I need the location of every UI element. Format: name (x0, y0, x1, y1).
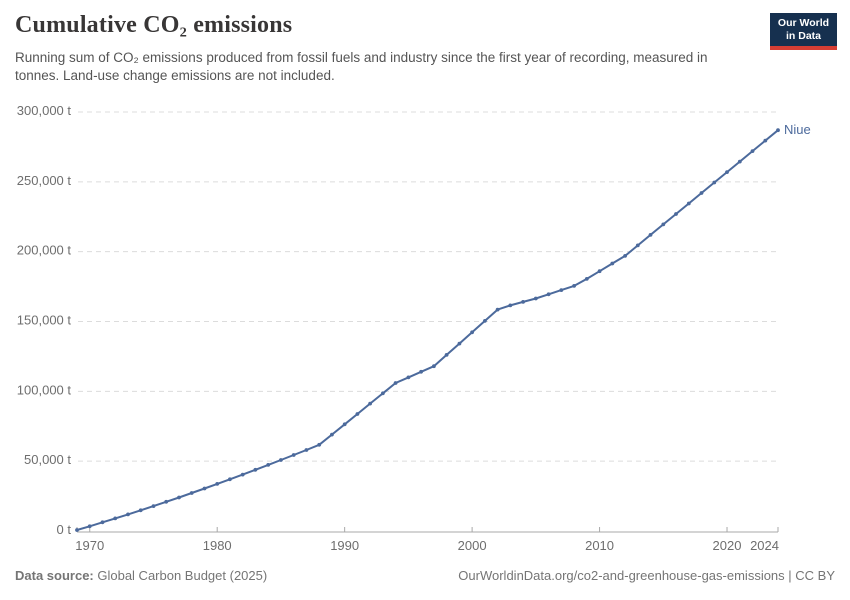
data-point-marker[interactable] (202, 486, 207, 491)
data-point-marker[interactable] (432, 364, 436, 369)
data-point-marker[interactable] (470, 330, 474, 335)
y-axis-tick-label: 100,000 t (17, 382, 72, 397)
data-point-marker[interactable] (215, 482, 220, 486)
data-point-marker[interactable] (495, 307, 500, 312)
data-point-marker[interactable] (164, 499, 169, 504)
data-point-marker[interactable] (240, 472, 245, 477)
data-point-marker[interactable] (763, 138, 768, 143)
data-point-marker[interactable] (686, 201, 691, 206)
data-point-marker[interactable] (368, 401, 372, 406)
data-point-marker[interactable] (444, 353, 449, 357)
x-axis-tick-label: 2010 (585, 538, 614, 553)
data-point-marker[interactable] (138, 508, 143, 513)
x-axis-tick-label: 2020 (713, 538, 742, 553)
data-point-marker[interactable] (113, 516, 118, 521)
data-point-marker[interactable] (126, 512, 130, 517)
data-point-marker[interactable] (725, 170, 729, 175)
data-point-marker[interactable] (635, 243, 640, 248)
x-axis-tick-label: 1980 (203, 538, 232, 553)
y-axis-tick-label: 50,000 t (24, 452, 71, 467)
y-axis-tick-label: 300,000 t (17, 103, 72, 118)
data-point-marker[interactable] (661, 222, 666, 227)
data-point-marker[interactable] (406, 375, 411, 380)
chart-title: Cumulative CO₂ emissions (15, 12, 293, 38)
chart-subtitle: Running sum of CO₂ emissions produced fr… (15, 50, 708, 83)
data-point-marker[interactable] (177, 495, 181, 500)
data-source-label: Data source: (15, 568, 94, 583)
data-point-marker[interactable] (381, 391, 385, 396)
data-point-marker[interactable] (533, 296, 538, 301)
data-point-marker[interactable] (521, 300, 525, 304)
data-point-marker[interactable] (699, 191, 704, 195)
chart-footer: Data source: Global Carbon Budget (2025)… (15, 568, 835, 583)
owid-logo-line2: in Data (785, 30, 821, 43)
data-point-marker[interactable] (737, 159, 742, 164)
y-axis-tick-label: 150,000 t (17, 313, 72, 328)
data-point-marker[interactable] (266, 463, 271, 467)
data-point-marker[interactable] (279, 458, 283, 462)
data-point-marker[interactable] (304, 448, 309, 452)
data-point-marker[interactable] (776, 128, 780, 133)
data-point-marker[interactable] (291, 453, 296, 457)
data-point-marker[interactable] (253, 467, 258, 472)
data-point-marker[interactable] (508, 303, 513, 308)
data-point-marker[interactable] (342, 422, 347, 427)
data-source-value: Global Carbon Budget (2025) (93, 568, 268, 583)
y-axis-tick-label: 200,000 t (17, 243, 72, 258)
data-point-marker[interactable] (457, 341, 462, 346)
data-point-marker[interactable] (330, 432, 334, 437)
y-axis-tick-label: 0 t (57, 522, 72, 537)
data-point-marker[interactable] (584, 277, 589, 281)
data-source: Data source: Global Carbon Budget (2025) (15, 568, 267, 583)
data-point-marker[interactable] (151, 504, 156, 508)
x-axis-tick-label: 2024 (750, 538, 779, 553)
data-point-marker[interactable] (75, 528, 79, 532)
data-point-marker[interactable] (750, 149, 755, 154)
data-point-marker[interactable] (189, 491, 194, 495)
data-point-marker[interactable] (597, 269, 602, 274)
owid-logo-line1: Our World (777, 17, 830, 29)
y-axis-tick-label: 250,000 t (17, 173, 72, 188)
data-point-marker[interactable] (317, 442, 322, 447)
data-point-marker[interactable] (87, 524, 92, 529)
data-point-marker[interactable] (559, 288, 564, 292)
data-point-marker[interactable] (546, 292, 551, 297)
data-point-marker[interactable] (100, 520, 105, 525)
data-point-marker[interactable] (648, 233, 653, 237)
credit-link[interactable]: OurWorldinData.org/co2-and-greenhouse-ga… (458, 568, 835, 583)
series-label-niue[interactable]: Niue (784, 122, 811, 137)
data-point-marker[interactable] (572, 284, 576, 288)
data-point-marker[interactable] (419, 369, 423, 374)
x-axis-tick-label: 1970 (75, 538, 104, 553)
data-point-marker[interactable] (228, 477, 232, 482)
data-point-marker[interactable] (674, 212, 678, 216)
x-axis-tick-label: 1990 (330, 538, 359, 553)
data-point-marker[interactable] (355, 412, 360, 416)
data-point-marker[interactable] (483, 319, 487, 323)
x-axis-tick-label: 2000 (458, 538, 487, 553)
data-line-niue[interactable] (76, 129, 779, 531)
data-point-marker[interactable] (610, 261, 615, 266)
owid-logo[interactable]: Our World in Data (770, 13, 837, 51)
data-point-marker[interactable] (712, 180, 717, 185)
data-point-marker[interactable] (393, 381, 398, 385)
data-point-marker[interactable] (623, 254, 627, 258)
